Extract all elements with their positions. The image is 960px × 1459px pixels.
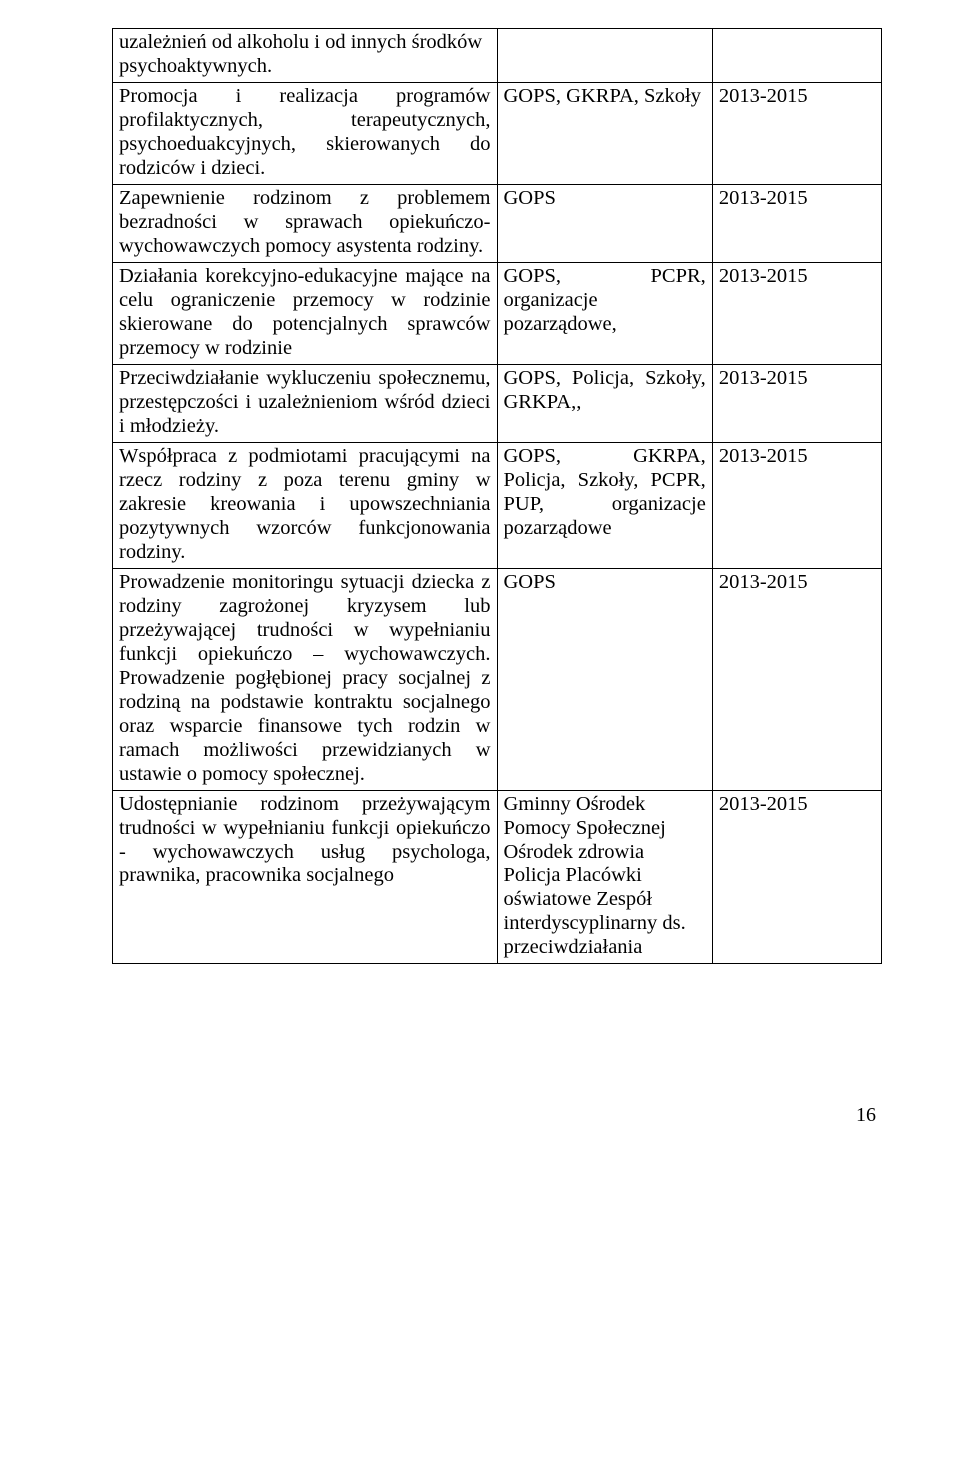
cell-action: Współpraca z podmiotami pracującymi na r… bbox=[113, 442, 498, 568]
cell-period: 2013-2015 bbox=[712, 82, 881, 184]
cell-entity: GOPS bbox=[497, 184, 712, 262]
cell-period: 2013-2015 bbox=[712, 568, 881, 790]
table-row: Promocja i realizacja programów profilak… bbox=[113, 82, 882, 184]
cell-action: Przeciwdziałanie wykluczeniu społecznemu… bbox=[113, 364, 498, 442]
program-table: uzależnień od alkoholu i od innych środk… bbox=[112, 28, 882, 964]
cell-action: Promocja i realizacja programów profilak… bbox=[113, 82, 498, 184]
cell-entity: GOPS bbox=[497, 568, 712, 790]
cell-entity: GOPS, Policja, Szkoły, GRKPA,, bbox=[497, 364, 712, 442]
document-page: uzależnień od alkoholu i od innych środk… bbox=[0, 0, 960, 1167]
cell-action: Zapewnienie rodzinom z problemem bezradn… bbox=[113, 184, 498, 262]
cell-period: 2013-2015 bbox=[712, 364, 881, 442]
cell-period: 2013-2015 bbox=[712, 442, 881, 568]
cell-action: Działania korekcyjno-edukacyjne mające n… bbox=[113, 262, 498, 364]
page-number: 16 bbox=[112, 1104, 882, 1127]
cell-entity: GOPS, GKRPA, Policja, Szkoły, PCPR, PUP,… bbox=[497, 442, 712, 568]
cell-entity: Gminny Ośrodek Pomocy Społecznej Ośrodek… bbox=[497, 790, 712, 964]
table-row: Zapewnienie rodzinom z problemem bezradn… bbox=[113, 184, 882, 262]
cell-period bbox=[712, 29, 881, 83]
cell-action: Prowadzenie monitoringu sytuacji dziecka… bbox=[113, 568, 498, 790]
table-row: Prowadzenie monitoringu sytuacji dziecka… bbox=[113, 568, 882, 790]
table-row: Współpraca z podmiotami pracującymi na r… bbox=[113, 442, 882, 568]
cell-action: Udostępnianie rodzinom przeżywającym tru… bbox=[113, 790, 498, 964]
table-row: Przeciwdziałanie wykluczeniu społecznemu… bbox=[113, 364, 882, 442]
cell-entity: GOPS, GKRPA, Szkoły bbox=[497, 82, 712, 184]
cell-period: 2013-2015 bbox=[712, 184, 881, 262]
cell-period: 2013-2015 bbox=[712, 262, 881, 364]
table-row: Udostępnianie rodzinom przeżywającym tru… bbox=[113, 790, 882, 964]
cell-entity bbox=[497, 29, 712, 83]
table-row: Działania korekcyjno-edukacyjne mające n… bbox=[113, 262, 882, 364]
cell-action: uzależnień od alkoholu i od innych środk… bbox=[113, 29, 498, 83]
cell-period: 2013-2015 bbox=[712, 790, 881, 964]
table-row: uzależnień od alkoholu i od innych środk… bbox=[113, 29, 882, 83]
cell-entity: GOPS, PCPR, organizacje pozarządowe, bbox=[497, 262, 712, 364]
